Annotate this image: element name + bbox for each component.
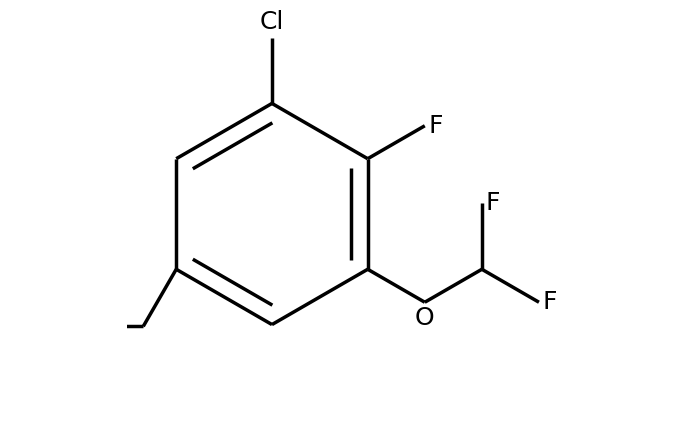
- Text: O: O: [415, 306, 435, 330]
- Text: F: F: [428, 114, 443, 138]
- Text: F: F: [543, 290, 557, 314]
- Text: F: F: [486, 191, 500, 215]
- Text: Cl: Cl: [260, 10, 284, 34]
